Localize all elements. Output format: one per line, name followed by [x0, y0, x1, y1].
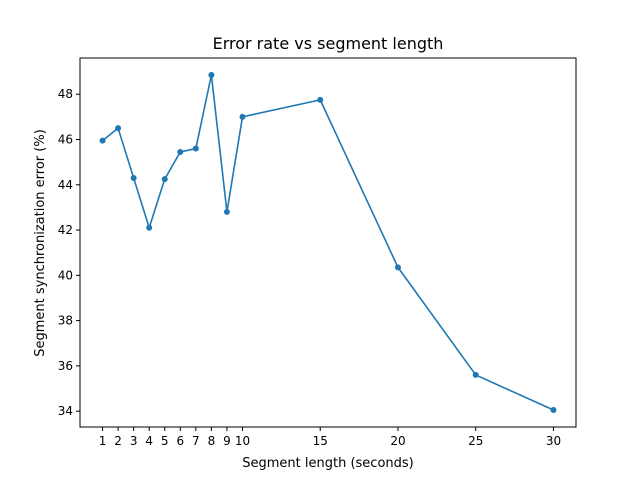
x-axis-label: Segment length (seconds): [242, 456, 413, 471]
x-tick-label: 4: [145, 434, 153, 448]
y-axis-label: Segment synchronization error (%): [33, 129, 48, 357]
y-tick-label: 36: [58, 359, 73, 373]
data-point: [317, 96, 324, 103]
data-point: [130, 174, 137, 181]
x-tick-label: 7: [192, 434, 200, 448]
y-tick-label: 46: [58, 132, 73, 146]
x-tick-label: 6: [176, 434, 184, 448]
data-point: [115, 125, 122, 132]
y-tick-label: 42: [58, 223, 73, 237]
series-line: [102, 74, 554, 411]
x-tick-label: 10: [235, 434, 250, 448]
x-tick-label: 3: [130, 434, 138, 448]
y-tick-label: 38: [58, 314, 73, 328]
data-point: [208, 71, 215, 78]
data-point: [146, 224, 153, 231]
y-tick-label: 40: [58, 268, 73, 282]
data-point: [550, 407, 557, 414]
x-tick-label: 15: [313, 434, 328, 448]
data-point: [239, 113, 246, 120]
x-tick-label: 5: [161, 434, 169, 448]
data-point: [192, 145, 199, 152]
y-tick-label: 48: [58, 87, 73, 101]
x-tick-label: 20: [390, 434, 405, 448]
x-tick-label: 2: [114, 434, 122, 448]
data-point: [472, 371, 479, 378]
chart-title: Error rate vs segment length: [213, 34, 444, 53]
data-point: [223, 208, 230, 215]
data-point: [161, 176, 168, 183]
data-point: [99, 137, 106, 144]
x-tick-label: 1: [99, 434, 107, 448]
y-tick-label: 34: [58, 404, 73, 418]
data-point: [394, 264, 401, 271]
plot-frame: [79, 57, 577, 428]
data-point: [177, 148, 184, 155]
x-tick-label: 8: [208, 434, 216, 448]
x-tick-label: 30: [546, 434, 561, 448]
x-tick-label: 25: [468, 434, 483, 448]
x-tick-label: 9: [223, 434, 231, 448]
y-tick-label: 44: [58, 178, 73, 192]
